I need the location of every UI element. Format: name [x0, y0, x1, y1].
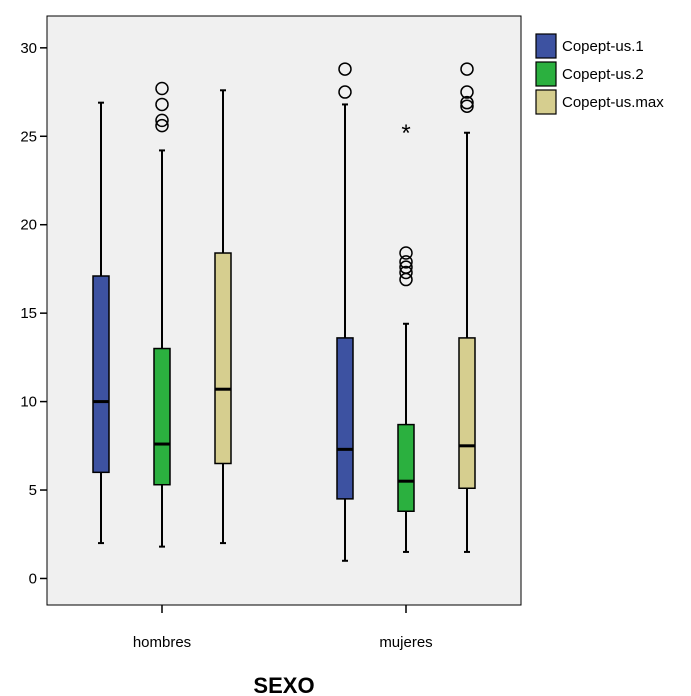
- box: [92, 275, 110, 474]
- box: [397, 423, 415, 513]
- y-tick-label: 0: [29, 570, 37, 587]
- outlier-point: [155, 81, 169, 96]
- legend: Copept-us.1 Copept-us.2 Copept-us.max: [535, 33, 664, 115]
- outlier-point: [399, 246, 413, 260]
- x-axis: hombres mujeres: [133, 605, 433, 651]
- outlier-point: [460, 99, 474, 113]
- outlier-point: [460, 85, 474, 99]
- outlier-point: [155, 97, 169, 112]
- outlier-point: [399, 265, 413, 280]
- outlier-point: [155, 118, 169, 133]
- outlier-point: [399, 255, 413, 269]
- legend-label: Copept-us.max: [562, 94, 664, 111]
- box: [153, 347, 171, 486]
- plot-area: [46, 15, 522, 606]
- box: [214, 252, 232, 465]
- outlier-point: [155, 113, 169, 128]
- y-axis: 0 5 10 15 20 25 30: [20, 40, 47, 587]
- y-tick-label: 30: [20, 40, 37, 57]
- outlier-point: [460, 95, 474, 110]
- legend-swatch: [535, 61, 557, 87]
- box: [336, 337, 354, 500]
- extreme-point: *: [401, 120, 410, 147]
- legend-swatch: [535, 89, 557, 115]
- outlier-point: [399, 260, 413, 274]
- legend-swatch: [535, 33, 557, 59]
- legend-label: Copept-us.2: [562, 66, 644, 83]
- y-tick-label: 25: [20, 128, 37, 145]
- y-tick-label: 20: [20, 217, 37, 234]
- y-tick-label: 5: [29, 482, 37, 499]
- y-tick-label: 10: [20, 394, 37, 411]
- outlier-point: [460, 62, 474, 76]
- box: [458, 337, 476, 490]
- box-group: *: [92, 62, 476, 562]
- y-tick-label: 15: [20, 305, 37, 322]
- legend-label: Copept-us.1: [562, 38, 644, 55]
- outlier-point: [338, 85, 352, 99]
- outlier-point: [338, 62, 352, 76]
- x-axis-title: SEXO: [253, 673, 314, 696]
- x-tick-label: hombres: [133, 634, 191, 651]
- x-tick-label: mujeres: [379, 634, 432, 651]
